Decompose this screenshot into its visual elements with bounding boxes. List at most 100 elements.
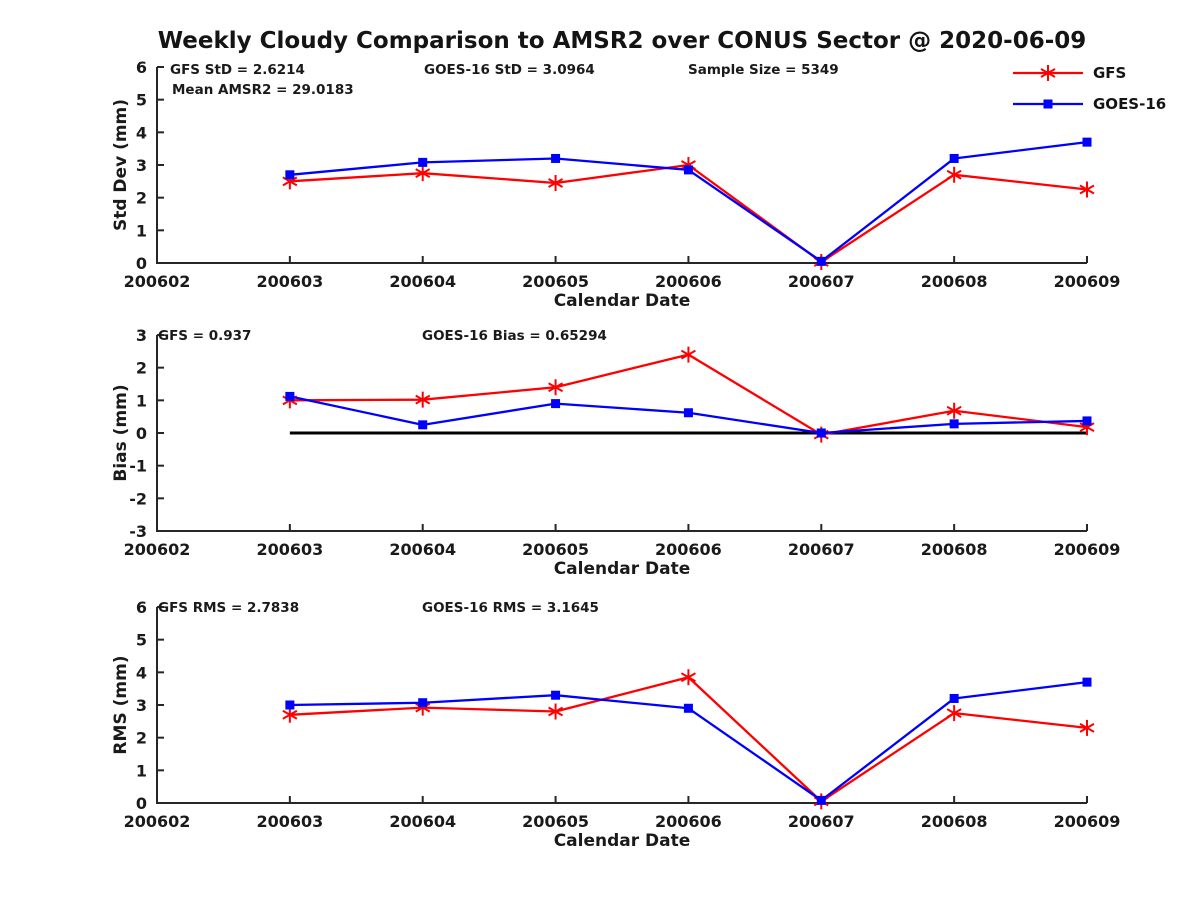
y-tick-label: 1 xyxy=(136,761,147,780)
x-tick-label: 200604 xyxy=(389,812,456,831)
plot-area: 0 1 2 3 4 5 6 200602 200603 200604 200605 200606 200… xyxy=(111,58,1121,307)
annotation-text: GOES-16 RMS = 3.1645 xyxy=(422,600,599,616)
x-tick-label: 200605 xyxy=(522,812,589,831)
plot-area: 0 1 2 3 4 5 6 200602 200603 200604 200605 200606 200… xyxy=(111,598,1121,847)
x-tick-label: 200603 xyxy=(256,812,323,831)
y-tick-label: 4 xyxy=(136,123,147,142)
data-point-marker-square xyxy=(1082,137,1092,147)
y-tick-label: 5 xyxy=(136,631,147,650)
figure-title: Weekly Cloudy Comparison to AMSR2 over C… xyxy=(157,28,1087,54)
y-tick-label: 0 xyxy=(136,254,147,273)
y-tick-label: 3 xyxy=(136,156,147,175)
y-axis-label: Std Dev (mm) xyxy=(111,99,131,231)
y-tick-label: 2 xyxy=(136,359,147,378)
annotation-text: Mean AMSR2 = 29.0183 xyxy=(172,82,354,98)
data-point-marker-square xyxy=(551,153,561,163)
x-tick-label: 200608 xyxy=(921,812,988,831)
x-tick-label: 200602 xyxy=(124,272,191,291)
data-point-marker-asterisk xyxy=(1079,719,1095,736)
data-point-marker-asterisk xyxy=(946,402,962,419)
y-tick-label: 3 xyxy=(136,326,147,345)
x-tick-label: 200606 xyxy=(655,540,722,559)
goes16-line-square-marker-icon xyxy=(1013,99,1083,108)
data-point-marker-square xyxy=(551,690,561,700)
data-point-marker-asterisk xyxy=(548,703,564,720)
x-axis-label: Calendar Date xyxy=(554,291,691,307)
annotation-text: GFS = 0.937 xyxy=(158,328,251,344)
chart-bias: -3 -2 -1 0 1 2 3 200602 200603 200604 200605 200606… xyxy=(0,323,1200,575)
x-tick-label: 200607 xyxy=(788,272,855,291)
y-tick-label: 2 xyxy=(136,729,147,748)
data-point-marker-asterisk xyxy=(548,174,564,191)
data-point-marker-square xyxy=(816,795,826,805)
annotation-text: GFS RMS = 2.7838 xyxy=(158,600,299,616)
data-point-marker-square xyxy=(1082,677,1092,687)
x-tick-label: 200602 xyxy=(124,540,191,559)
legend: GFS GOES-16 xyxy=(1012,63,1166,125)
legend-item-gfs: GFS xyxy=(1012,63,1166,82)
y-tick-label: 5 xyxy=(136,91,147,110)
data-point-marker-square xyxy=(418,157,428,167)
y-tick-label: 4 xyxy=(136,663,147,682)
legend-label-goes16: GOES-16 xyxy=(1093,94,1167,113)
x-tick-label: 200606 xyxy=(655,272,722,291)
gfs-line-asterisk-marker-icon xyxy=(1013,64,1083,81)
annotation-text: GOES-16 Bias = 0.65294 xyxy=(422,328,607,344)
data-point-marker-asterisk xyxy=(415,165,431,182)
x-tick-label: 200607 xyxy=(788,540,855,559)
y-tick-label: 2 xyxy=(136,189,147,208)
y-tick-label: 0 xyxy=(136,424,147,443)
y-tick-label: 0 xyxy=(136,794,147,813)
x-tick-label: 200609 xyxy=(1054,540,1121,559)
data-point-marker-asterisk xyxy=(548,379,564,396)
x-tick-label: 200602 xyxy=(124,812,191,831)
annotation-text: Sample Size = 5349 xyxy=(688,62,839,78)
x-tick-label: 200604 xyxy=(389,272,456,291)
x-tick-label: 200607 xyxy=(788,812,855,831)
x-axis-label: Calendar Date xyxy=(554,559,691,575)
data-point-marker-square xyxy=(683,165,693,175)
chart-rms: 0 1 2 3 4 5 6 200602 200603 200604 200605 200606 200… xyxy=(0,595,1200,847)
data-point-marker-square xyxy=(816,428,826,438)
data-point-marker-square xyxy=(949,419,959,429)
series-line-GFS xyxy=(289,163,1088,264)
data-point-marker-square xyxy=(949,693,959,703)
plot-area: -3 -2 -1 0 1 2 3 200602 200603 200604 200605 200606… xyxy=(111,326,1121,575)
y-tick-label: 1 xyxy=(136,221,147,240)
data-point-marker-square xyxy=(285,170,295,180)
y-tick-label: -1 xyxy=(129,457,147,476)
legend-label-gfs: GFS xyxy=(1093,63,1127,82)
y-axis-label: Bias (mm) xyxy=(111,384,131,481)
data-point-marker-asterisk xyxy=(680,669,696,686)
data-point-marker-square xyxy=(683,408,693,418)
x-tick-label: 200603 xyxy=(256,272,323,291)
data-point-marker-square xyxy=(816,256,826,266)
data-point-marker-asterisk xyxy=(1079,181,1095,198)
x-tick-label: 200603 xyxy=(256,540,323,559)
data-point-marker-square xyxy=(1082,416,1092,426)
x-tick-label: 200608 xyxy=(921,540,988,559)
y-tick-label: 6 xyxy=(136,598,147,617)
y-axis-label: RMS (mm) xyxy=(111,655,131,754)
x-tick-label: 200604 xyxy=(389,540,456,559)
x-tick-label: 200608 xyxy=(921,272,988,291)
y-tick-label: -3 xyxy=(129,522,147,541)
x-tick-label: 200609 xyxy=(1054,272,1121,291)
chart-std-dev: 0 1 2 3 4 5 6 200602 200603 200604 200605 200606 200… xyxy=(0,55,1200,307)
y-tick-label: 3 xyxy=(136,696,147,715)
x-axis-label: Calendar Date xyxy=(554,831,691,847)
y-tick-label: -2 xyxy=(129,489,147,508)
x-tick-label: 200609 xyxy=(1054,812,1121,831)
legend-item-goes16: GOES-16 xyxy=(1012,94,1166,113)
data-point-marker-square xyxy=(418,420,428,430)
x-tick-label: 200606 xyxy=(655,812,722,831)
data-point-marker-asterisk xyxy=(946,705,962,722)
data-point-marker-square xyxy=(683,703,693,713)
annotation-text: GOES-16 StD = 3.0964 xyxy=(424,62,595,78)
data-point-marker-asterisk xyxy=(946,166,962,183)
series-line-GOES-16 xyxy=(289,680,1088,802)
data-point-marker-square xyxy=(285,391,295,401)
x-tick-label: 200605 xyxy=(522,272,589,291)
y-tick-label: 1 xyxy=(136,391,147,410)
data-point-marker-square xyxy=(949,153,959,163)
